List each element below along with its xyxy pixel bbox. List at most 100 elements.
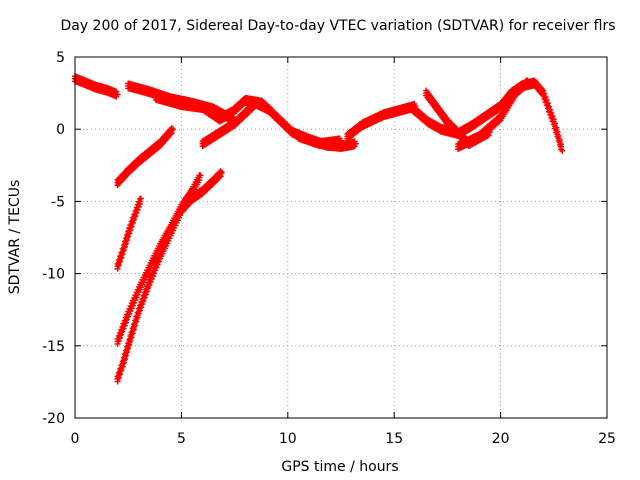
data-point-marker xyxy=(142,291,149,298)
data-point-marker xyxy=(151,270,158,277)
series-arc-10 xyxy=(114,125,176,189)
data-point-marker xyxy=(116,334,123,341)
data-point-marker xyxy=(525,78,532,85)
data-point-marker xyxy=(559,147,566,154)
data-point-marker xyxy=(115,262,122,269)
series-arc-7 xyxy=(408,77,566,154)
data-point-marker xyxy=(123,240,130,247)
data-point-marker xyxy=(150,273,157,280)
axis-ticks: 0 5 10 15 20 25 -20 -15 -10 -5 0 5 xyxy=(42,50,616,447)
data-point-marker xyxy=(154,261,161,268)
data-point-marker xyxy=(129,219,136,226)
data-point-marker xyxy=(118,331,125,338)
data-point-marker xyxy=(135,310,142,317)
data-point-marker xyxy=(338,137,344,144)
data-point-marker xyxy=(133,209,140,216)
data-point-marker xyxy=(114,340,121,347)
series-arc-6 xyxy=(344,100,419,142)
y-tick-label: -20 xyxy=(42,411,65,427)
data-point-marker xyxy=(121,322,128,329)
data-point-marker xyxy=(141,294,148,301)
data-point-marker xyxy=(125,313,132,320)
y-tick-label: -15 xyxy=(42,339,65,355)
data-point-marker xyxy=(120,325,127,332)
data-point-marker xyxy=(267,107,274,114)
data-point-marker xyxy=(134,291,141,298)
data-point-marker xyxy=(352,140,359,147)
x-tick-label: 20 xyxy=(492,431,510,447)
y-tick-label: 0 xyxy=(56,122,65,138)
y-tick-label: 5 xyxy=(56,50,65,66)
data-point-marker xyxy=(120,247,127,254)
data-point-marker xyxy=(127,226,134,233)
data-point-marker xyxy=(169,126,176,133)
data-point-marker xyxy=(217,173,224,180)
data-point-marker xyxy=(148,275,155,282)
data-point-marker xyxy=(132,297,139,304)
series-arc-9 xyxy=(455,77,532,153)
data-point-marker xyxy=(128,223,135,230)
grid-lines xyxy=(75,57,607,418)
data-point-marker xyxy=(114,378,121,385)
y-tick-label: -10 xyxy=(42,267,65,283)
data-point-marker xyxy=(132,213,139,220)
data-point-marker xyxy=(131,299,138,306)
data-point-marker xyxy=(522,83,529,90)
data-point-marker xyxy=(124,348,131,355)
data-point-marker xyxy=(129,330,136,337)
y-axis-label: SDTVAR / TECUs xyxy=(7,180,23,295)
data-point-marker xyxy=(129,302,136,309)
x-tick-label: 10 xyxy=(279,431,297,447)
data-point-marker xyxy=(123,352,130,359)
data-point-marker xyxy=(197,172,204,179)
data-point-marker xyxy=(134,314,141,321)
data-point-marker xyxy=(120,359,127,366)
data-point-marker xyxy=(168,130,175,137)
data-point-marker xyxy=(133,318,140,325)
series-arc-5 xyxy=(295,130,344,150)
data-point-marker xyxy=(351,143,358,150)
x-tick-label: 5 xyxy=(177,431,186,447)
data-point-marker xyxy=(115,374,122,381)
data-point-marker xyxy=(122,356,129,363)
data-point-marker xyxy=(119,250,126,257)
data-point-marker xyxy=(122,243,129,250)
data-point-marker xyxy=(119,328,126,335)
data-point-marker xyxy=(153,264,160,271)
data-point-marker xyxy=(133,294,140,301)
data-point-marker xyxy=(147,278,154,285)
data-point-marker xyxy=(115,337,122,344)
data-point-marker xyxy=(146,281,153,288)
y-tick-label: -5 xyxy=(51,194,65,210)
data-point-marker xyxy=(128,305,135,312)
data-point-marker xyxy=(124,316,131,323)
data-point-marker xyxy=(144,288,151,295)
data-point-marker xyxy=(145,284,152,291)
series-arc-1 xyxy=(72,73,121,100)
data-point-marker xyxy=(117,371,124,378)
data-point-marker xyxy=(132,322,139,329)
data-point-marker xyxy=(131,216,138,223)
data-point-marker xyxy=(137,195,144,202)
data-point-marker xyxy=(136,200,143,207)
data-point-marker xyxy=(125,233,132,240)
data-point-marker xyxy=(137,307,144,314)
data-point-marker xyxy=(117,258,124,265)
data-point-marker xyxy=(127,308,134,315)
data-point-marker xyxy=(126,310,133,317)
data-point-marker xyxy=(196,177,203,184)
data-point-marker xyxy=(119,363,126,370)
series-arc-4 xyxy=(199,97,274,150)
series-arc-11 xyxy=(114,195,144,272)
data-point-marker xyxy=(134,206,141,213)
data-point-marker xyxy=(118,367,125,374)
data-point-marker xyxy=(139,301,146,308)
data-point-marker xyxy=(124,237,131,243)
data-point-marker xyxy=(114,265,121,272)
data-point-marker xyxy=(135,203,142,210)
plot-frame xyxy=(74,56,608,419)
series-arc-13 xyxy=(114,168,225,385)
data-point-marker xyxy=(125,345,132,352)
data-point-marker xyxy=(140,297,147,304)
